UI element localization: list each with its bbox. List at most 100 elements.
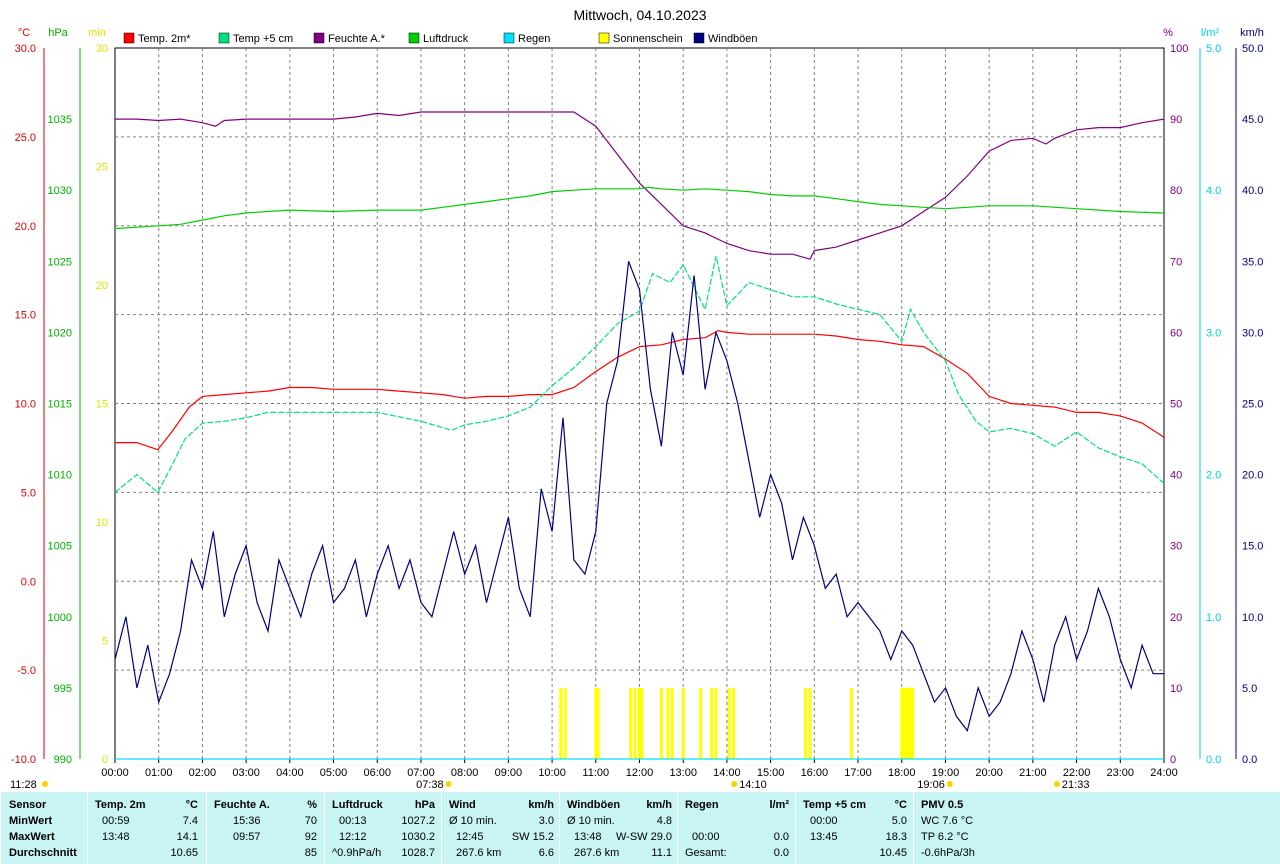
legend-label: Temp. 2m* [138, 33, 191, 45]
legend-label: Temp +5 cm [233, 33, 293, 45]
stats-temp5cm-title: Temp +5 cm [803, 799, 867, 811]
legend-swatch [503, 32, 515, 44]
legend-swatch [408, 32, 420, 44]
series-line [115, 111, 1165, 260]
sunshine-bar [596, 687, 600, 759]
stats-rain-total-value: 0.0 [773, 847, 789, 859]
time-tick-label: 14:00 [713, 767, 741, 779]
time-tick-label: 12:00 [626, 767, 654, 779]
stats-temp5cm-avg-value: 10.45 [879, 847, 907, 859]
sunrise-label: 07:38 [416, 779, 444, 791]
time-tick-label: 19:00 [932, 767, 960, 779]
stats-pressure-unit: hPa [414, 799, 435, 811]
temp-tick-label: -10.0 [11, 754, 36, 766]
stats-gusts-avg-value: 11.1 [651, 847, 672, 859]
humidity-tick-label: 90 [1170, 114, 1182, 126]
stats-wind-avg-value: 6.6 [538, 847, 554, 859]
sunshine-bar [731, 687, 735, 759]
time-tick-label: 16:00 [801, 767, 829, 779]
legend-swatch [313, 32, 325, 44]
stats-pressure-min-time: 00:13 [339, 815, 367, 827]
stats-wind-title: Wind [449, 799, 476, 811]
sunshine-bar [908, 687, 912, 759]
time-tick-label: 24:00 [1150, 767, 1178, 779]
sun-tick-label: 0 [102, 754, 108, 766]
pressure-tick-label: 990 [54, 754, 72, 766]
sun-tick-label: 15 [96, 399, 108, 411]
sunshine-bar [808, 687, 812, 759]
time-tick-label: 04:00 [276, 767, 304, 779]
grid-lines [115, 48, 1164, 759]
wind-tick-label: 30.0 [1242, 327, 1263, 339]
stats-gusts-max-value: W-SW 29.0 [615, 831, 672, 843]
stats-temp2m-column: Temp. 2m °C 00:59 7.4 13:48 14.1 10.65 [87, 792, 206, 864]
pressure-tick-label: 1010 [48, 470, 72, 482]
statistics-panel: Sensor MinWert MaxWert Durchschnitt Temp… [0, 792, 1280, 864]
legend-swatch [598, 32, 610, 44]
sunset-label: 19:06 [917, 779, 945, 791]
sunshine-bar [900, 687, 904, 759]
stats-temp5cm-max-time: 13:45 [810, 831, 838, 843]
sunshine-bar [727, 687, 731, 759]
stats-temp2m-unit: °C [185, 799, 198, 811]
stats-temp2m-max-time: 13:48 [102, 831, 130, 843]
sunshine-bar [559, 687, 563, 759]
stats-pressure-max-time: 12:12 [339, 831, 367, 843]
sunshine-bar [906, 687, 910, 759]
legend-swatch [218, 32, 230, 44]
sunshine-bar [670, 687, 674, 759]
stats-pressure-max-value: 1030.2 [401, 831, 435, 843]
humidity-tick-label: 80 [1170, 185, 1182, 197]
sun-tick-label: 10 [96, 517, 108, 529]
humidity-tick-label: 70 [1170, 256, 1182, 268]
wind-tick-label: 50.0 [1242, 43, 1263, 55]
temp-tick-label: 30.0 [15, 43, 36, 55]
stats-temp2m-min-value: 7.4 [182, 815, 198, 827]
time-tick-label: 06:00 [363, 767, 391, 779]
series-lines [114, 111, 1165, 760]
pressure-tick-label: 1005 [48, 541, 72, 553]
pressure-tick-label: 995 [54, 683, 72, 695]
stats-temp5cm-column: Temp +5 cm °C 00:00 5.0 13:45 18.3 10.45 [795, 792, 913, 864]
rain-tick-label: 4.0 [1206, 185, 1221, 197]
sun-tick-label: 20 [96, 280, 108, 292]
stats-pressure-trend: ^0.9hPa/h [332, 847, 382, 859]
time-tick-label: 09:00 [495, 767, 523, 779]
stats-rain-column: Regen l/m² 00:00 0.0 Gesamt: 0.0 [677, 792, 795, 864]
temp-tick-label: -5.0 [17, 665, 36, 677]
pressure-tick-label: 1030 [48, 185, 72, 197]
stats-wind-avg10-label: Ø 10 min. [449, 815, 497, 827]
sunshine-bar [681, 687, 685, 759]
stats-temp5cm-min-value: 5.0 [891, 815, 907, 827]
stats-gusts-avg10-value: 4.8 [656, 815, 672, 827]
stats-rain-unit: l/m² [769, 799, 789, 811]
stats-pressure-tendency: -0.6hPa/3h [921, 847, 975, 859]
sunshine-bar [710, 687, 714, 759]
stats-wind-max-time: 12:45 [456, 831, 484, 843]
moonset-label: 21:33 [1062, 779, 1090, 791]
legend-label: Sonnenschein [613, 33, 683, 45]
wind-tick-label: 25.0 [1242, 399, 1263, 411]
stats-humidity-min-value: 70 [304, 815, 317, 827]
wind-tick-label: 15.0 [1242, 541, 1263, 553]
stats-pressure-column: Luftdruck hPa 00:13 1027.2 12:12 1030.2 … [324, 792, 441, 864]
series-line [115, 329, 1165, 451]
pressure-tick-label: 1020 [48, 327, 72, 339]
stats-temp2m-title: Temp. 2m [95, 799, 146, 811]
stats-wind-avg10-value: 3.0 [538, 815, 554, 827]
temp-tick-label: 15.0 [15, 310, 36, 322]
stats-gusts-column: Windböen km/h Ø 10 min. 4.8 13:48 W-SW 2… [559, 792, 677, 864]
time-tick-label: 13:00 [669, 767, 697, 779]
sunshine-bar [904, 687, 908, 759]
stats-pressure-title: Luftdruck [332, 799, 383, 811]
pressure-axis-unit: hPa [48, 27, 68, 39]
stats-row-avg: Durchschnitt [9, 847, 77, 859]
time-tick-label: 10:00 [538, 767, 566, 779]
left-axes: °C hPa min 30.0 25.0 20.0 15.0 10.0 5.0 0.0 -5.0 -1… [11, 27, 108, 766]
sunshine-bar [640, 687, 644, 759]
sun-tick-label: 30 [96, 43, 108, 55]
stats-humidity-title: Feuchte A. [214, 799, 270, 811]
solar-noon-icon [731, 781, 738, 787]
stats-humidity-column: Feuchte A. % 15:36 70 09:57 92 85 [206, 792, 324, 864]
sun-axis-unit: min [88, 27, 106, 39]
